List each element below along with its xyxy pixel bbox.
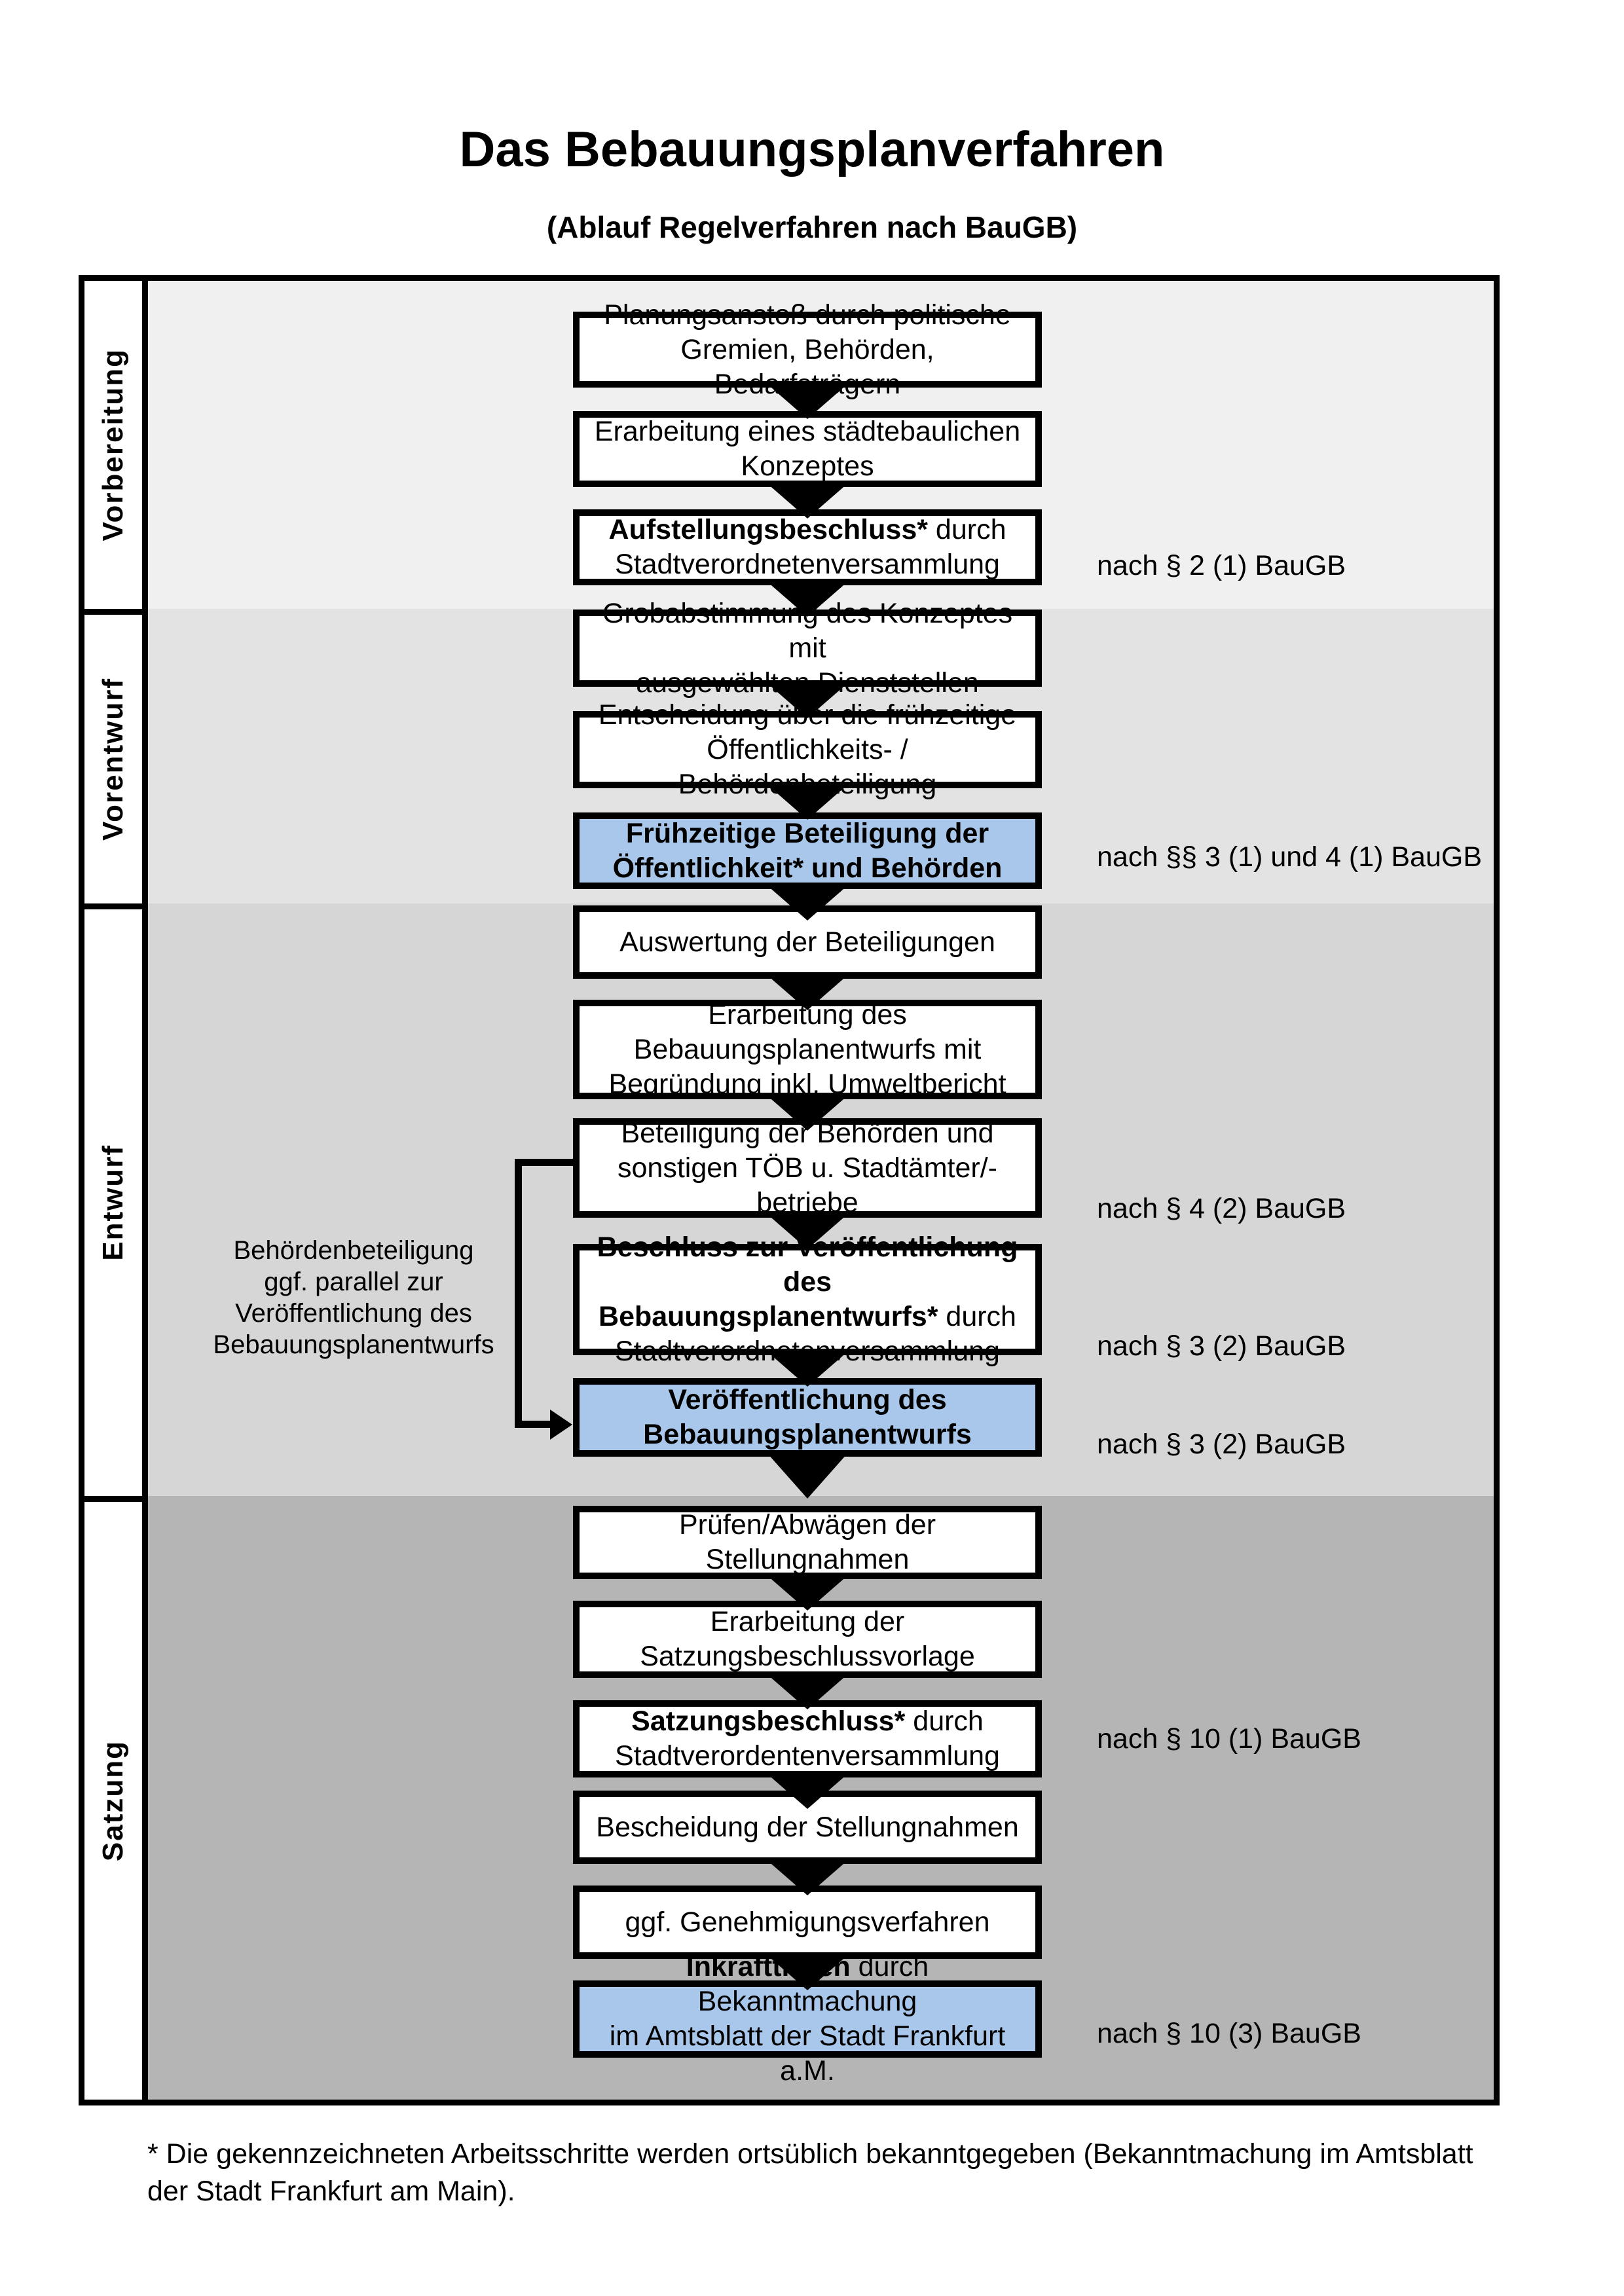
flow-arrow-down-icon xyxy=(767,581,848,617)
step-text: Bebauungsplanentwurfs mit xyxy=(633,1033,982,1065)
footnote: * Die gekennzeichneten Arbeitsschritte w… xyxy=(147,2138,1473,2207)
connector-arrowhead-icon xyxy=(550,1410,572,1440)
flow-arrow-down-icon xyxy=(767,384,848,419)
step-text: Konzeptes xyxy=(741,450,874,482)
side-note-line: Behördenbeteiligung xyxy=(233,1236,474,1265)
step-text: Öffentlichkeit* und Behörden xyxy=(612,852,1003,884)
phase-cell-vorentwurf: Vorentwurf xyxy=(84,609,148,903)
step-veroeffentlichungsbeschluss: Beschluss zur Veröffentlichung des Bebau… xyxy=(573,1231,1042,1367)
flow-arrow-down-icon xyxy=(767,483,848,519)
step-text: ggf. Genehmigungsverfahren xyxy=(625,1906,990,1938)
legal-ref-7: nach § 10 (3) BauGB xyxy=(1097,2018,1361,2049)
flow-arrow-down-icon xyxy=(767,1575,848,1611)
phase-cell-satzung: Satzung xyxy=(84,1496,148,2100)
flow-arrow-down-icon xyxy=(767,885,848,920)
side-note: Behördenbeteiligung ggf. parallel zur Ve… xyxy=(203,1235,504,1360)
step-text: Erarbeitung der xyxy=(710,1606,905,1637)
side-note-line: Veröffentlichung des xyxy=(235,1299,472,1328)
step-text: Planungsanstoß durch politische xyxy=(604,299,1011,331)
legal-ref-2: nach §§ 3 (1) und 4 (1) BauGB xyxy=(1097,841,1483,873)
step-text: Veröffentlichung des xyxy=(668,1384,947,1415)
legal-ref-4: nach § 3 (2) BauGB xyxy=(1097,1330,1346,1362)
step-text: Satzungsbeschlussvorlage xyxy=(640,1641,975,1672)
step-genehmigungsverfahren: ggf. Genehmigungsverfahren xyxy=(573,1886,1042,1959)
step-text: Aufstellungsbeschluss* durch xyxy=(608,514,1006,545)
step-grobabstimmung: Grobabstimmung des Konzeptes mit ausgewä… xyxy=(573,598,1042,699)
step-satzungsvorlage: Erarbeitung der Satzungsbeschlussvorlage xyxy=(573,1601,1042,1678)
flow-arrow-down-icon xyxy=(767,1860,848,1895)
phase-label-vorentwurf: Vorentwurf xyxy=(97,678,129,841)
step-text: Prüfen/Abwägen der Stellungnahmen xyxy=(678,1509,936,1575)
phase-label-entwurf: Entwurf xyxy=(97,1144,129,1261)
connector-shaft-line xyxy=(515,1421,554,1428)
flow-arrow-down-icon xyxy=(767,1453,848,1499)
step-veroeffentlichung: Veröffentlichung des Bebauungsplanentwur… xyxy=(573,1378,1042,1457)
flow-arrow-down-icon xyxy=(767,1955,848,1990)
step-fruehzeitige-beteiligung: Frühzeitige Beteiligung der Öffentlichke… xyxy=(573,812,1042,889)
flow-arrow-down-icon xyxy=(767,1674,848,1709)
step-behoerdenbeteiligung: Beteiligung der Behörden und sonstigen T… xyxy=(573,1118,1042,1218)
step-text: Bescheidung der Stellungnahmen xyxy=(596,1811,1019,1843)
step-text: Stadtverordentenversammlung xyxy=(615,1740,1000,1772)
flow-arrow-down-icon xyxy=(767,975,848,1010)
step-text: Bebauungsplanentwurfs* durch xyxy=(599,1301,1016,1332)
step-text: Begründung inkl. Umweltbericht xyxy=(608,1068,1006,1100)
step-planungsanstoss: Planungsanstoß durch politische Gremien,… xyxy=(573,299,1042,400)
step-satzungsbeschluss: Satzungsbeschluss* durch Stadtverordente… xyxy=(573,1700,1042,1777)
flow-arrow-down-icon xyxy=(767,1214,848,1249)
flow-arrow-down-icon xyxy=(767,1095,848,1131)
side-note-line: Bebauungsplanentwurfs xyxy=(213,1330,494,1359)
page-title: Das Bebauungsplanverfahren xyxy=(459,122,1165,177)
step-inkrafttreten: Inkrafttreten durch Bekanntmachung im Am… xyxy=(573,1951,1042,2086)
connector-vertical-line xyxy=(515,1159,522,1425)
flow-arrow-down-icon xyxy=(767,1351,848,1387)
flow-arrow-down-icon xyxy=(767,1774,848,1809)
step-aufstellungsbeschluss: Aufstellungsbeschluss* durch Stadtverord… xyxy=(573,509,1042,585)
flow-arrow-down-icon xyxy=(767,784,848,820)
step-text: Satzungsbeschluss* durch xyxy=(631,1705,984,1737)
legal-ref-5: nach § 3 (2) BauGB xyxy=(1097,1429,1346,1460)
step-konzept-erarbeitung: Erarbeitung eines städtebaulichen Konzep… xyxy=(573,411,1042,487)
step-text: Auswertung der Beteiligungen xyxy=(619,926,995,958)
phase-label-satzung: Satzung xyxy=(97,1740,129,1862)
legal-ref-3: nach § 4 (2) BauGB xyxy=(1097,1193,1346,1224)
connector-stub-line xyxy=(515,1159,573,1166)
step-text: Erarbeitung eines städtebaulichen xyxy=(594,416,1021,447)
step-text: Frühzeitige Beteiligung der xyxy=(625,817,989,849)
step-text: Stadtverordnetenversammlung xyxy=(615,549,1000,580)
step-entwurf-erarbeitung: Erarbeitung des Bebauungsplanentwurfs mi… xyxy=(573,999,1042,1100)
flow-arrow-down-icon xyxy=(767,683,848,718)
step-text: im Amtsblatt der Stadt Frankfurt a.M. xyxy=(609,2020,1006,2086)
legal-ref-1: nach § 2 (1) BauGB xyxy=(1097,550,1346,581)
step-text: Bebauungsplanentwurfs xyxy=(643,1419,972,1450)
legal-ref-6: nach § 10 (1) BauGB xyxy=(1097,1723,1361,1755)
phase-cell-entwurf: Entwurf xyxy=(84,903,148,1496)
phase-cell-vorbereitung: Vorbereitung xyxy=(84,281,148,609)
side-note-line: ggf. parallel zur xyxy=(264,1267,443,1296)
step-auswertung: Auswertung der Beteiligungen xyxy=(573,905,1042,979)
step-entscheidung-beteiligung: Entscheidung über die frühzeitige Öffent… xyxy=(573,699,1042,800)
phase-label-vorbereitung: Vorbereitung xyxy=(97,348,129,541)
step-pruefen-abwaegen: Prüfen/Abwägen der Stellungnahmen xyxy=(573,1506,1042,1579)
page-subtitle: (Ablauf Regelverfahren nach BauGB) xyxy=(546,210,1078,244)
step-text: sonstigen TÖB u. Stadtämter/-betriebe xyxy=(618,1152,997,1218)
